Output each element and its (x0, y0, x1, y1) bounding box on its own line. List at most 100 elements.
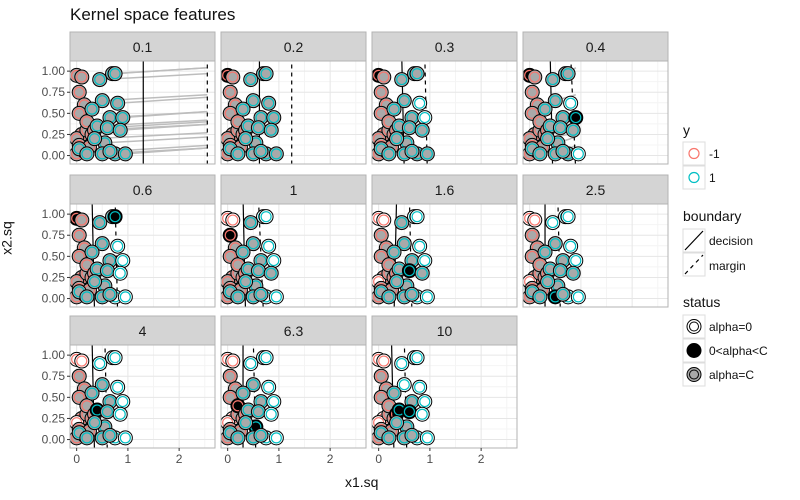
x-tick-label: 2 (478, 452, 485, 466)
panel-content (372, 204, 435, 307)
data-point-ring (232, 148, 244, 160)
data-point-ring (526, 250, 538, 262)
facet-strip-label: 0.3 (435, 39, 455, 55)
facet-panel: 0.6 0.00 0.25 0.50 0.75 1.00 (42, 174, 216, 308)
data-point-ring (419, 111, 431, 124)
data-point-ring (109, 68, 121, 80)
data-point-ring (268, 395, 280, 408)
legend-margin: margin (709, 259, 746, 273)
data-point-ring (414, 240, 426, 252)
data-point-ring (396, 216, 408, 229)
data-point-ring (268, 254, 280, 267)
x-tick-label: 2 (176, 452, 183, 466)
data-point-ring (260, 352, 272, 364)
data-point-ring (396, 357, 408, 370)
y-tick-label: 0.75 (42, 85, 66, 99)
data-point-ring (227, 214, 239, 226)
data-point-ring (224, 370, 236, 382)
data-point-ring (529, 214, 541, 226)
legend-decision: decision (709, 234, 754, 248)
legend-status-title: status (683, 294, 721, 310)
facet-panel: 0.4 (522, 31, 669, 165)
data-point-ring (419, 395, 431, 408)
y-tick-label: 0.50 (42, 390, 66, 404)
data-point-ring (101, 406, 114, 418)
facet-strip-label: 6.3 (284, 323, 304, 339)
panel-content (221, 61, 293, 164)
legend-y-icon (688, 147, 700, 160)
data-point-ring (375, 229, 387, 241)
panel-content (372, 61, 435, 164)
data-point-ring (388, 387, 400, 399)
data-point-ring (526, 107, 538, 119)
data-point-ring (112, 97, 124, 109)
facet-panel: 4 0.00 0.25 0.50 0.75 1.00 0 1 2 (42, 315, 216, 466)
legend-y-title: y (683, 122, 690, 138)
panel-border (371, 203, 518, 308)
data-point-ring (119, 148, 131, 160)
data-point-ring (114, 124, 126, 136)
slack-segment (104, 136, 208, 144)
data-point-ring (534, 148, 546, 160)
data-point-ring (398, 95, 410, 107)
data-point-ring (73, 370, 85, 382)
x-tick-label: 0 (73, 452, 80, 466)
facet-strip (371, 315, 518, 346)
data-point-ring (247, 238, 259, 250)
facet-strip-label: 0.2 (284, 39, 304, 55)
data-point-ring (255, 429, 267, 441)
data-point-ring (378, 71, 390, 83)
data-point-ring (263, 97, 275, 109)
data-point-ring (388, 103, 400, 115)
data-point-ring (526, 86, 538, 98)
data-point-ring (403, 406, 416, 418)
data-point-ring (406, 145, 418, 157)
data-point-ring (406, 288, 418, 300)
facet-strip-label: 0.1 (133, 39, 153, 55)
legend-status-ring (689, 369, 699, 380)
data-point-ring (227, 355, 239, 367)
data-point-ring (94, 216, 106, 229)
data-point-ring (388, 246, 400, 258)
x-tick-label: 0 (375, 452, 382, 466)
data-point-ring (73, 107, 85, 119)
data-point-ring (86, 246, 98, 258)
facet-panel: 1.6 (371, 174, 518, 308)
data-point-ring (101, 122, 114, 134)
data-point-ring (76, 355, 88, 367)
facet-strip-label: 2.5 (586, 182, 606, 198)
data-point-ring (263, 240, 275, 252)
data-point-ring (224, 107, 236, 119)
data-point-ring (117, 395, 129, 408)
data-point-ring (104, 288, 116, 300)
data-point-ring (245, 357, 257, 370)
data-point-ring (255, 288, 267, 300)
data-point-ring (114, 408, 126, 420)
panel-content (523, 204, 586, 307)
data-point-ring (252, 406, 265, 418)
data-point-ring (114, 267, 126, 279)
data-point-ring (375, 107, 387, 119)
panel-content (70, 345, 133, 448)
facet-strip (522, 31, 669, 62)
panel-border (522, 60, 669, 165)
data-point-ring (383, 432, 395, 444)
slack-segment (117, 96, 208, 104)
x-tick-label: 1 (125, 452, 132, 466)
data-point-ring (549, 238, 561, 250)
data-point-ring (101, 265, 114, 277)
legend-alpha-zero: alpha=0 (709, 320, 753, 334)
data-point-ring (562, 68, 574, 80)
slack-segment (122, 110, 208, 119)
data-point-ring (572, 148, 584, 160)
facet-strip-label: 1 (290, 182, 298, 198)
facet-panel: 6.3 0 1 2 (220, 315, 367, 466)
data-point-ring (375, 86, 387, 98)
x-tick-label: 2 (327, 452, 334, 466)
data-point-ring (411, 211, 423, 223)
data-point-ring (224, 229, 236, 241)
legend-status-ring (689, 321, 699, 332)
panel-border (371, 344, 518, 449)
